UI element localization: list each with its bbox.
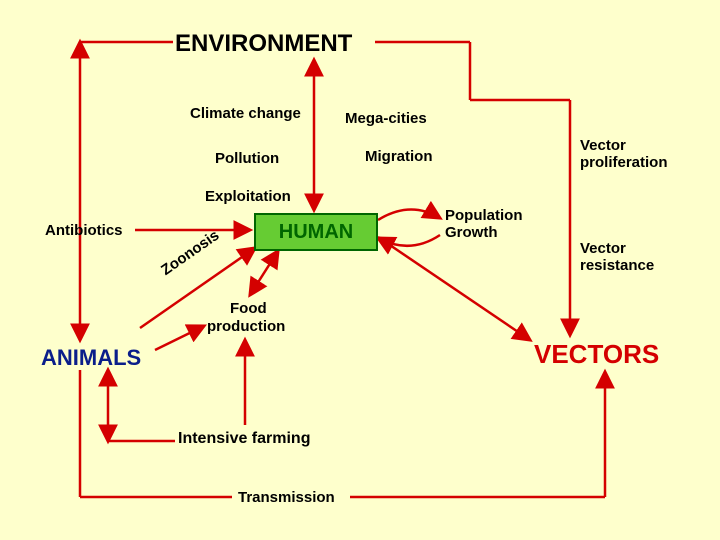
human-label: HUMAN bbox=[279, 221, 353, 243]
label-population2: Growth bbox=[445, 224, 498, 241]
edge-human-vectors bbox=[378, 237, 530, 340]
label-exploitation: Exploitation bbox=[205, 188, 291, 205]
label-vecres1: Vector bbox=[580, 240, 626, 257]
label-environment: ENVIRONMENT bbox=[175, 30, 352, 58]
label-pollution: Pollution bbox=[215, 150, 279, 167]
label-megacities: Mega-cities bbox=[345, 110, 427, 127]
human-box: HUMAN bbox=[254, 213, 378, 251]
label-vectors: VECTORS bbox=[534, 340, 659, 370]
label-antibiotics: Antibiotics bbox=[45, 222, 123, 239]
edge-food-human bbox=[250, 251, 278, 295]
label-migration: Migration bbox=[365, 148, 433, 165]
label-animals: ANIMALS bbox=[41, 345, 141, 370]
label-intensive: Intensive farming bbox=[178, 430, 310, 448]
label-population1: Population bbox=[445, 207, 523, 224]
label-climate: Climate change bbox=[190, 105, 301, 122]
edge-animals-food bbox=[155, 326, 204, 350]
label-zoonosis: Zoonosis bbox=[158, 227, 223, 279]
label-vecprolif1: Vector bbox=[580, 137, 626, 154]
edge-human-pop-top bbox=[378, 209, 440, 220]
label-transmission: Transmission bbox=[238, 489, 335, 506]
label-vecres2: resistance bbox=[580, 257, 654, 274]
edge-pop-human-bot bbox=[378, 235, 440, 246]
label-food1: Food bbox=[230, 300, 267, 317]
label-food2: production bbox=[207, 318, 285, 335]
label-vecprolif2: proliferation bbox=[580, 154, 668, 171]
